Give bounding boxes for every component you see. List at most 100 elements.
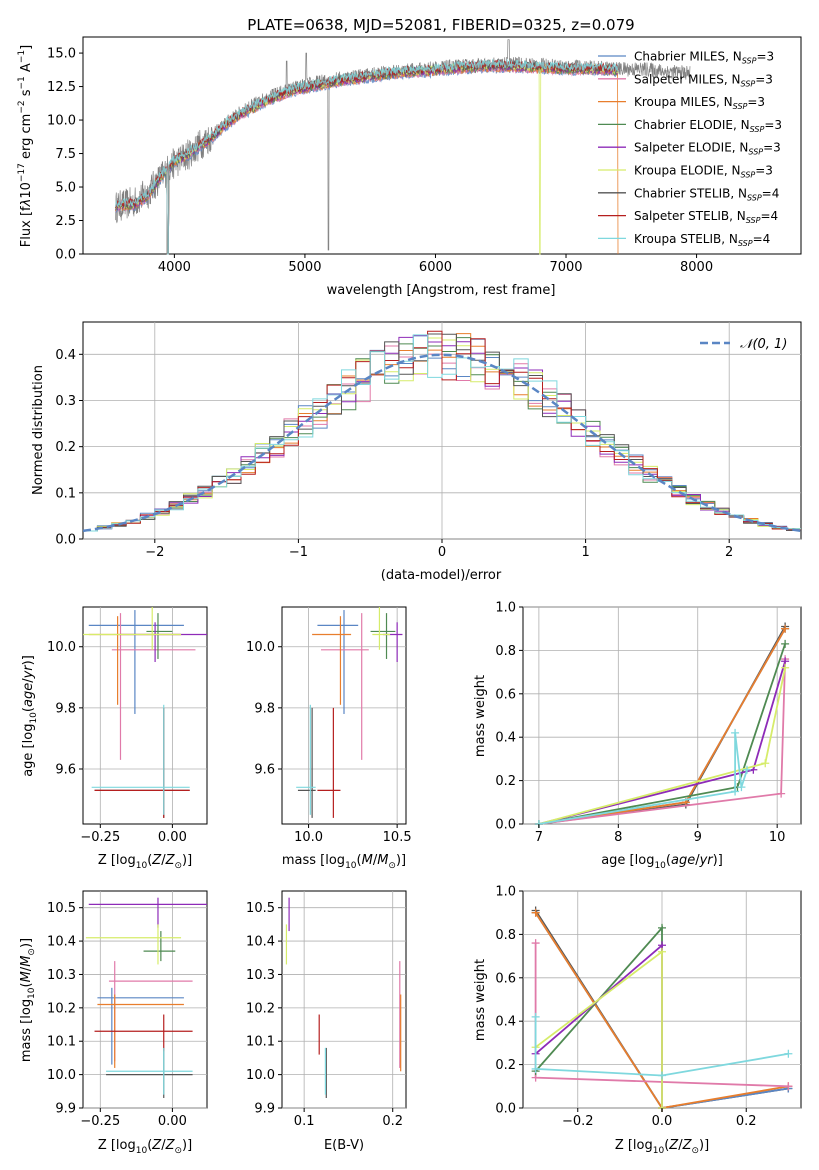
plus-marker [742, 765, 751, 774]
y-tick-label: 0.0 [495, 1102, 516, 1117]
x-tick-label: −2 [145, 545, 164, 560]
x-tick-label: −1 [289, 545, 308, 560]
mass-vs-EBV-panel: 0.1 0.2 9.9 10.0 10.1 10.2 10.3 10.4 10.5 E(B-V) [246, 890, 407, 1153]
residuals-ticks: −2 −1 0 1 2 0.0 0.1 0.2 0.3 0.4 [55, 348, 733, 560]
spectrum-frame [82, 36, 802, 255]
mass-vs-EBV-ticks: 0.1 0.2 9.9 10.0 10.1 10.2 10.3 10.4 10.5 [246, 901, 403, 1129]
residual-histogram [83, 330, 801, 532]
mass-weight-vs-age-ylabel: mass weight [473, 675, 488, 757]
y-tick-label: 0.2 [495, 1058, 516, 1073]
x-tick-label: 0 [438, 545, 446, 560]
x-tick-label: 0.00 [158, 1114, 187, 1129]
plus-marker [531, 1064, 540, 1073]
plus-marker [761, 759, 770, 768]
y-tick-label: 0.0 [55, 533, 76, 548]
legend-entry: Kroupa ELODIE, NSSP=3 [634, 164, 773, 180]
age-vs-mass-ticks: 10.0 10.5 9.6 9.8 10.0 [246, 640, 412, 845]
age-vs-mass-errorbars [296, 607, 403, 818]
plus-marker [658, 947, 666, 956]
age-vs-mass-xlabel: mass [log10(M/M⊙)] [282, 853, 406, 871]
spectrum-panel: 4000 5000 6000 7000 8000 0.0 2.5 5.0 7.5 10.0 12.5… [17, 36, 802, 298]
plus-marker [784, 1082, 793, 1091]
y-tick-label: 0.8 [495, 644, 516, 659]
plus-marker [531, 908, 540, 917]
mass-vs-EBV-errorbars [285, 897, 402, 1098]
residuals-panel: −2 −1 0 1 2 0.0 0.1 0.2 0.3 0.4 (data-model)/erro… [31, 321, 802, 583]
y-tick-label: 9.9 [254, 1102, 275, 1117]
y-tick-label: 10.4 [47, 935, 76, 950]
residuals-ylabel: Normed distribution [31, 365, 46, 495]
y-tick-label: 9.9 [55, 1102, 76, 1117]
plus-marker [658, 1071, 666, 1080]
y-tick-label: 0.6 [495, 971, 516, 986]
plus-marker [531, 939, 540, 948]
x-tick-label: 9 [694, 830, 702, 845]
y-tick-label: 10.0 [47, 1068, 76, 1083]
mass-weight-vs-age-lines [534, 622, 790, 828]
x-tick-label: 10.0 [294, 830, 323, 845]
y-tick-label: 10.1 [246, 1035, 275, 1050]
y-tick-label: 9.8 [254, 701, 275, 716]
x-tick-label: 0.2 [736, 1114, 757, 1129]
x-tick-label: 4000 [158, 260, 191, 275]
y-tick-label: 0.2 [55, 440, 76, 455]
y-tick-label: 10.3 [246, 968, 275, 983]
y-tick-label: 1.0 [495, 601, 516, 616]
x-tick-label: 0.1 [294, 1114, 315, 1129]
age-vs-Z-panel: −0.25 0.00 9.6 9.8 10.0 Z [log10(Z/Z⊙)] age … [21, 606, 208, 871]
legend-entry: Salpeter MILES, NSSP=3 [634, 72, 773, 88]
y-tick-label: 0.4 [55, 348, 76, 363]
y-tick-label: 0.4 [495, 1015, 516, 1030]
mass-vs-Z-xlabel: Z [log10(Z/Z⊙)] [98, 1138, 192, 1156]
mass-vs-EBV-xlabel: E(B-V) [324, 1138, 364, 1153]
age-vs-Z-grid [83, 607, 207, 824]
normal-legend-label: 𝒩(0, 1) [740, 337, 787, 352]
x-tick-label: 7 [535, 830, 543, 845]
y-tick-label: 10.5 [47, 901, 76, 916]
plus-marker [531, 1012, 540, 1021]
x-tick-label: 1 [581, 545, 589, 560]
mass-weight-vs-Z-xlabel: Z [log10(Z/Z⊙)] [615, 1138, 709, 1156]
y-tick-label: 0.3 [55, 394, 76, 409]
spectrum-ticks: 4000 5000 6000 7000 8000 0.0 2.5 5.0 7.5 10.0 12.5… [47, 47, 713, 275]
legend-entry: Kroupa STELIB, NSSP=4 [634, 232, 770, 248]
model-spectrum-line [115, 58, 619, 255]
x-tick-label: 7000 [549, 260, 582, 275]
x-tick-label: 0.2 [382, 1114, 403, 1129]
x-tick-label: −0.25 [80, 830, 120, 845]
mass-vs-Z-errorbars [85, 897, 207, 1098]
mass-vs-EBV-grid [282, 891, 406, 1109]
plus-marker [781, 639, 790, 648]
y-tick-label: 9.8 [55, 701, 76, 716]
x-tick-label: 6000 [419, 260, 452, 275]
mass-weight-vs-age-panel: 7 8 9 10 0.0 0.2 0.4 0.6 0.8 1.0 age [log10(age/y… [473, 601, 802, 871]
y-tick-label: 10.4 [246, 935, 275, 950]
legend-entry: Chabrier MILES, NSSP=3 [634, 50, 774, 66]
y-tick-label: 7.5 [55, 147, 76, 162]
plus-marker [658, 923, 666, 932]
y-tick-label: 1.0 [495, 885, 516, 900]
age-vs-Z-xlabel: Z [log10(Z/Z⊙)] [98, 853, 192, 871]
legend-entry: Salpeter STELIB, NSSP=4 [634, 209, 778, 225]
y-tick-label: 0.6 [495, 687, 516, 702]
y-tick-label: 2.5 [55, 214, 76, 229]
x-tick-label: −0.2 [562, 1114, 594, 1129]
plus-marker [731, 787, 740, 796]
mass-weight-vs-Z-ylabel: mass weight [473, 959, 488, 1041]
age-vs-Z-frame [82, 606, 208, 825]
y-tick-label: 0.0 [55, 248, 76, 263]
y-tick-label: 10.5 [246, 901, 275, 916]
residuals-histograms [83, 330, 801, 532]
mass-vs-Z-ylabel: mass [log10(M/M⊙)] [19, 938, 37, 1062]
spectrum-xlabel: wavelength [Angstrom, rest frame] [327, 283, 556, 298]
spectrum-data-series [115, 39, 691, 251]
y-tick-label: 10.2 [47, 1001, 76, 1016]
age-vs-mass-frame [281, 606, 407, 825]
x-tick-label: 8000 [680, 260, 713, 275]
y-tick-label: 10.2 [246, 1001, 275, 1016]
plus-marker [784, 1049, 793, 1058]
mass-weight-line [534, 1016, 789, 1077]
y-tick-label: 9.6 [254, 762, 275, 777]
y-tick-label: 0.2 [495, 774, 516, 789]
